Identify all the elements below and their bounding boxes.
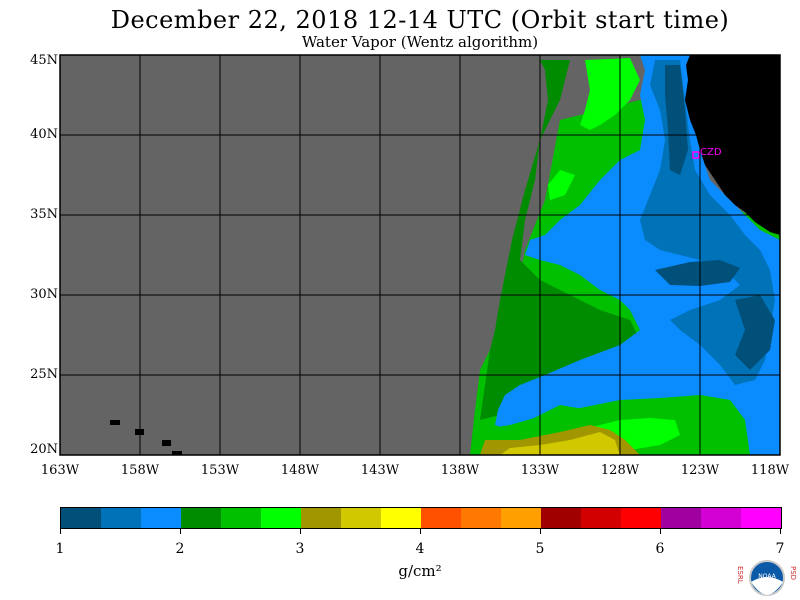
- lon-label-118w: 118W: [750, 463, 790, 478]
- psd-letters: PSD: [789, 566, 797, 580]
- lat-label-20n: 20N: [30, 442, 58, 457]
- colorbar-swatch: [661, 508, 701, 528]
- colorbar-label-4: 4: [415, 541, 425, 557]
- colorbar-swatch: [381, 508, 421, 528]
- colorbar: [60, 507, 782, 529]
- colorbar-label-7: 7: [775, 541, 785, 557]
- noaa-logo-text: NOAA: [758, 573, 776, 580]
- lat-label-40n: 40N: [30, 127, 58, 142]
- colorbar-swatch: [221, 508, 261, 528]
- colorbar-swatch: [61, 508, 101, 528]
- colorbar-tick: [60, 528, 61, 534]
- water-vapor-map: CZD: [59, 54, 781, 456]
- colorbar-swatch: [461, 508, 501, 528]
- colorbar-swatch: [301, 508, 341, 528]
- colorbar-swatch: [701, 508, 741, 528]
- vapor-field: [470, 55, 780, 455]
- map-title: December 22, 2018 12-14 UTC (Orbit start…: [110, 6, 730, 34]
- colorbar-label-5: 5: [535, 541, 545, 557]
- colorbar-swatch: [581, 508, 621, 528]
- lon-label-143w: 143W: [360, 463, 400, 478]
- colorbar-swatch: [341, 508, 381, 528]
- colorbar-swatch: [621, 508, 661, 528]
- lon-label-128w: 128W: [600, 463, 640, 478]
- colorbar-units: g/cm²: [398, 562, 442, 580]
- colorbar-swatch: [261, 508, 301, 528]
- map-frame: [59, 54, 781, 456]
- lon-label-148w: 148W: [280, 463, 320, 478]
- lon-label-138w: 138W: [440, 463, 480, 478]
- colorbar-tick: [540, 528, 541, 534]
- colorbar-tick: [660, 528, 661, 534]
- graticule: [60, 55, 780, 455]
- colorbar-tick: [780, 528, 781, 534]
- colorbar-swatch: [141, 508, 181, 528]
- colorbar-tick: [420, 528, 421, 534]
- colorbar-label-1: 1: [55, 541, 65, 557]
- lon-label-123w: 123W: [680, 463, 720, 478]
- station-marker: [692, 151, 700, 159]
- noaa-logo: NOAA ESRL PSD: [736, 560, 797, 596]
- esrl-letters: ESRL: [736, 566, 744, 584]
- colorbar-swatch: [421, 508, 461, 528]
- colorbar-swatch: [501, 508, 541, 528]
- lat-label-25n: 25N: [30, 367, 58, 382]
- lon-label-158w: 158W: [120, 463, 160, 478]
- lon-label-153w: 153W: [200, 463, 240, 478]
- lat-label-30n: 30N: [30, 287, 58, 302]
- colorbar-swatch: [101, 508, 141, 528]
- lon-label-133w: 133W: [520, 463, 560, 478]
- lat-label-35n: 35N: [30, 207, 58, 222]
- colorbar-swatch: [741, 508, 781, 528]
- colorbar-label-2: 2: [175, 541, 185, 557]
- lon-label-163w: 163W: [40, 463, 80, 478]
- station-label: CZD: [700, 147, 722, 158]
- colorbar-label-3: 3: [295, 541, 305, 557]
- lat-label-45n: 45N: [30, 53, 58, 68]
- land-mass: [685, 55, 780, 235]
- colorbar-swatch: [541, 508, 581, 528]
- colorbar-tick: [180, 528, 181, 534]
- colorbar-label-6: 6: [655, 541, 665, 557]
- colorbar-tick: [300, 528, 301, 534]
- map-subtitle: Water Vapor (Wentz algorithm): [301, 33, 539, 51]
- colorbar-swatch: [181, 508, 221, 528]
